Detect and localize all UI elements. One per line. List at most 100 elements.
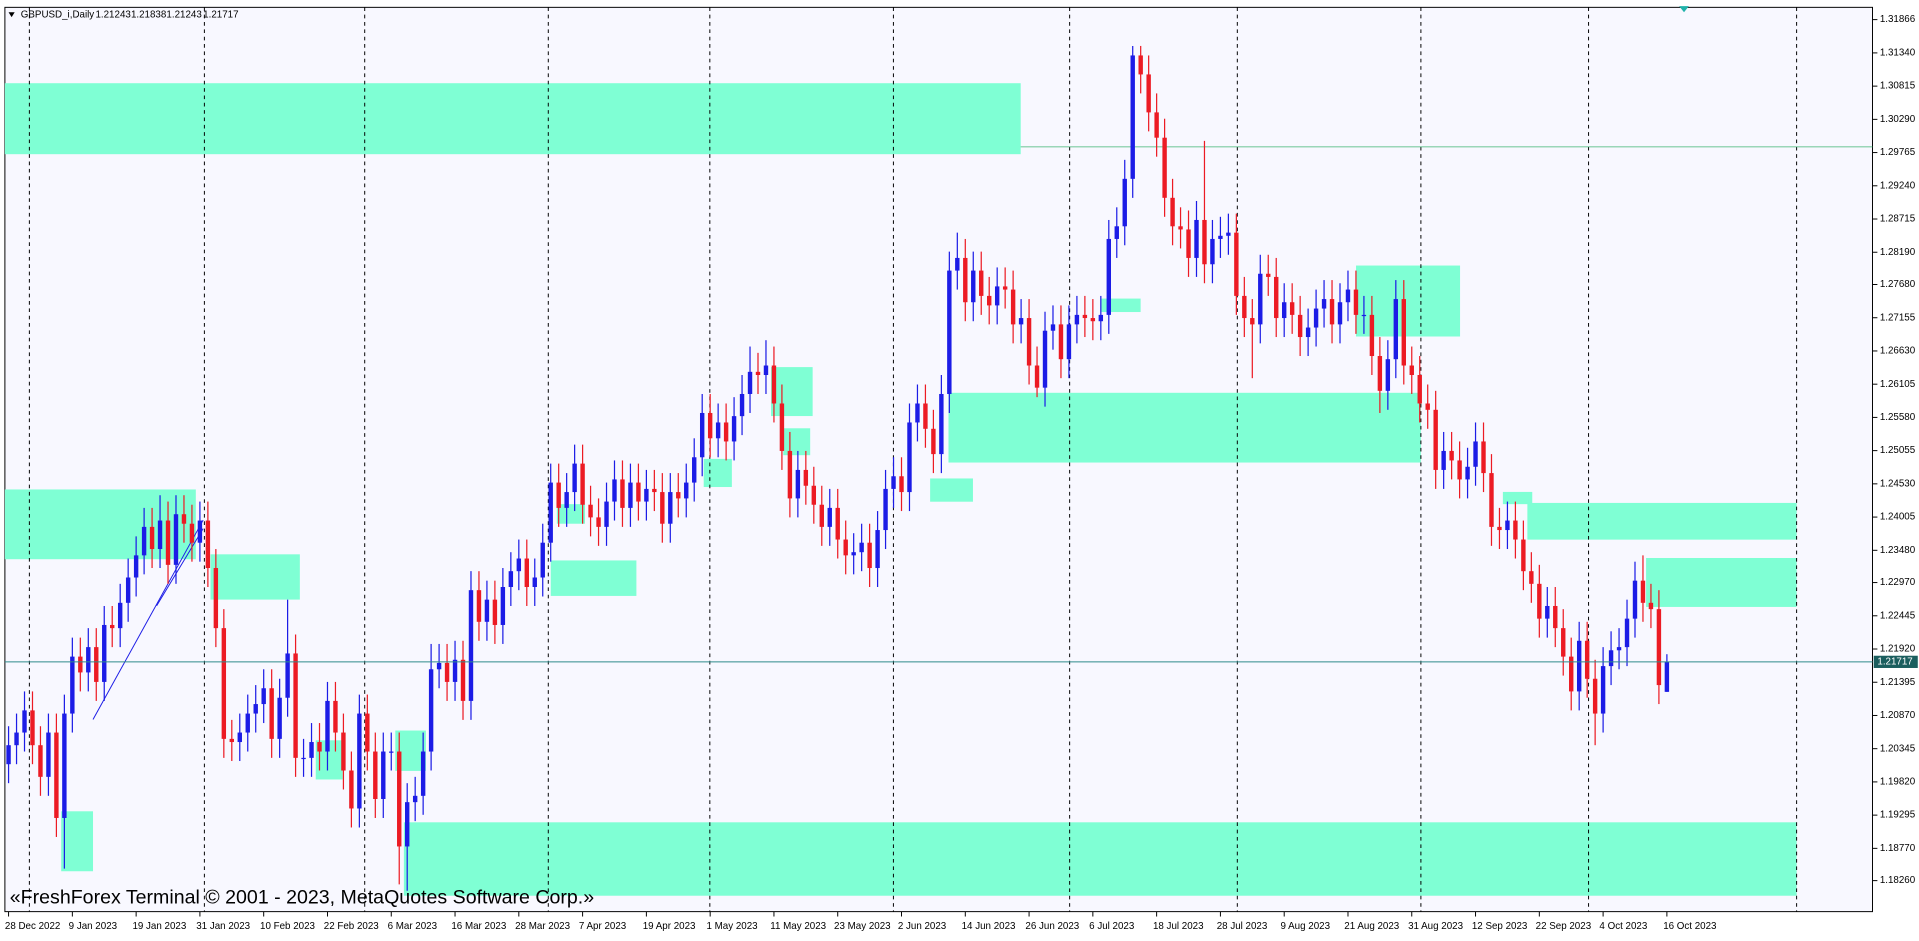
candle-body (141, 526, 147, 556)
candle-body (1449, 450, 1454, 461)
candle-body (1194, 219, 1199, 258)
candle-body (1616, 647, 1622, 651)
x-tick-label: 19 Jan 2023 (132, 921, 186, 932)
candle-body (1425, 403, 1430, 410)
zone (1527, 502, 1797, 540)
candle-body (1576, 640, 1582, 692)
candle-body (357, 713, 362, 809)
candle-body (460, 659, 466, 701)
candle-body (755, 371, 761, 376)
x-tick-label: 16 Mar 2023 (451, 921, 506, 932)
candle-body (524, 558, 529, 587)
candle-body (851, 552, 856, 556)
y-tick-label: 1.28190 (1880, 247, 1916, 258)
candle-body (1401, 299, 1406, 366)
zone (771, 367, 813, 417)
candle-body (994, 286, 1000, 306)
candle-body (94, 647, 99, 682)
candle-body (1114, 226, 1119, 239)
candle-body (1489, 473, 1494, 527)
candle-body (1537, 583, 1542, 619)
candle-body (229, 738, 235, 743)
y-tick-label: 1.27155 (1880, 312, 1916, 323)
x-tick-label: 1 May 2023 (706, 921, 758, 932)
candle-body (923, 403, 928, 429)
candle-body (1274, 276, 1279, 319)
candle-body (1592, 678, 1598, 714)
candle-body (859, 542, 864, 553)
candle-body (1345, 289, 1351, 303)
candle-body (692, 457, 697, 483)
x-tick-label: 14 Jun 2023 (962, 921, 1016, 932)
candle-body (1505, 520, 1510, 531)
candle-body (803, 469, 809, 486)
candle-body (157, 520, 163, 550)
candle-body (213, 568, 219, 629)
y-tick-label: 1.21395 (1880, 677, 1916, 688)
candle-body (763, 365, 769, 376)
zone (703, 458, 732, 488)
candle-body (436, 662, 442, 670)
candle-body (1632, 580, 1638, 619)
x-tick-label: 28 Jul 2023 (1217, 921, 1268, 932)
candle-body (1002, 286, 1008, 290)
candle-body (731, 416, 737, 442)
candle-body (819, 504, 824, 527)
y-tick-label: 1.26105 (1880, 379, 1916, 390)
ohlc-low: 1.21243 (166, 9, 202, 20)
candle-body (1481, 441, 1486, 474)
candle-body (588, 504, 593, 518)
x-tick-label: 9 Jan 2023 (69, 921, 118, 932)
candle-body (628, 482, 633, 508)
candle-body (636, 482, 641, 502)
candle-body (779, 403, 785, 451)
candle-body (540, 542, 545, 578)
candle-body (6, 745, 11, 765)
candle-body (596, 517, 601, 527)
candle-body (173, 514, 179, 565)
candle-body (827, 507, 832, 527)
candle-body (333, 700, 338, 733)
x-tick-label: 16 Oct 2023 (1663, 921, 1717, 932)
x-tick-label: 31 Aug 2023 (1408, 921, 1464, 932)
candle-body (1098, 314, 1104, 322)
candle-body (1521, 539, 1526, 572)
y-tick-label: 1.20345 (1880, 743, 1916, 754)
candle-body (1513, 520, 1518, 540)
y-tick-label: 1.23480 (1880, 545, 1916, 556)
x-tick-label: 4 Oct 2023 (1599, 921, 1647, 932)
candle-body (947, 270, 952, 394)
candle-body (843, 539, 848, 556)
candle-body (811, 485, 817, 505)
x-tick-label: 22 Sep 2023 (1536, 921, 1592, 932)
candle-body (1066, 324, 1072, 360)
candle-body (1258, 273, 1263, 325)
candle-body (835, 507, 840, 540)
candle-body (373, 751, 378, 799)
candle-body (1529, 571, 1534, 584)
candle-body (1074, 314, 1080, 325)
x-tick-label: 28 Mar 2023 (515, 921, 570, 932)
candle-body (1242, 295, 1247, 319)
price-label: 1.21717 (1877, 656, 1912, 667)
ohlc-high: 1.21838 (131, 9, 167, 20)
candle-body (1497, 526, 1502, 531)
y-tick-label: 1.26630 (1880, 346, 1916, 357)
candle-body (1624, 618, 1630, 648)
candle-body (1050, 324, 1056, 331)
candle-body (1122, 178, 1127, 227)
candle-body (1034, 365, 1040, 388)
candle-body (795, 469, 801, 499)
candle-body (165, 520, 171, 565)
candle-body (1640, 580, 1646, 603)
menu-arrow (8, 12, 15, 18)
zone (783, 428, 811, 456)
candle-body (1042, 330, 1048, 388)
y-tick-label: 1.29240 (1880, 180, 1916, 191)
candle-body (1010, 289, 1016, 325)
candle-body (1569, 656, 1574, 692)
candle-body (1178, 226, 1183, 230)
candle-body (261, 688, 266, 705)
candle-body (739, 393, 745, 417)
